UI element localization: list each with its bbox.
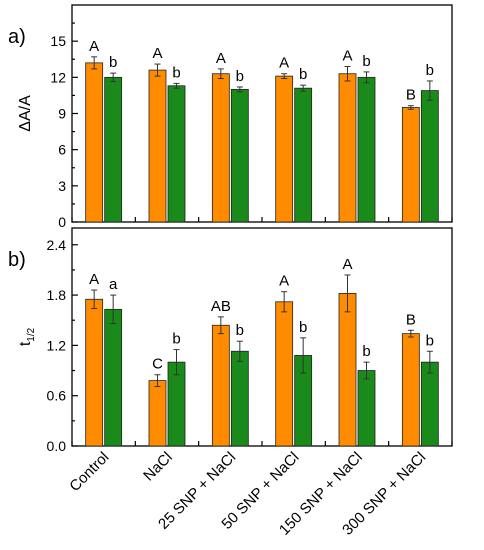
y-axis-label: ΔA/A xyxy=(17,95,34,132)
y-tick-label: 1.2 xyxy=(47,337,67,353)
significance-letter: A xyxy=(279,55,289,72)
bar xyxy=(85,62,104,223)
significance-letter: b xyxy=(172,331,180,348)
significance-letter: b xyxy=(426,62,434,79)
plot-frame xyxy=(71,4,453,223)
significance-letter: b xyxy=(172,64,180,81)
y-tick-label: 12 xyxy=(50,69,66,85)
bar xyxy=(85,298,104,447)
bar xyxy=(275,301,294,447)
panel-label: a) xyxy=(8,26,26,48)
bar xyxy=(230,88,249,223)
bar xyxy=(167,85,186,223)
bar xyxy=(211,324,230,447)
significance-letter: A xyxy=(216,50,226,67)
bar xyxy=(104,76,123,223)
y-axis-label: t1/2 xyxy=(17,327,37,346)
significance-letter: b xyxy=(236,68,244,85)
bar xyxy=(104,308,123,447)
significance-letter: C xyxy=(152,356,163,373)
y-tick-label: 9 xyxy=(58,106,66,122)
y-tick-label: 0 xyxy=(58,214,66,230)
bar xyxy=(420,90,439,223)
bar xyxy=(294,87,313,223)
y-tick-label: 3 xyxy=(58,178,66,194)
significance-letter: b xyxy=(299,66,307,83)
significance-letter: A xyxy=(342,256,352,273)
bar xyxy=(148,380,167,447)
category-label: NaCl xyxy=(140,449,176,485)
bar xyxy=(338,73,357,223)
bar xyxy=(211,73,230,223)
bar xyxy=(420,361,439,447)
y-tick-label: 6 xyxy=(58,142,66,158)
significance-letter: A xyxy=(89,271,99,288)
significance-letter: b xyxy=(109,54,117,71)
significance-letter: A xyxy=(89,38,99,55)
significance-letter: b xyxy=(236,322,244,339)
significance-letter: B xyxy=(406,87,416,104)
significance-letter: A xyxy=(342,47,352,64)
significance-letter: B xyxy=(406,311,416,328)
significance-letter: b xyxy=(299,319,307,336)
significance-letter: b xyxy=(362,343,370,360)
panel-a: 0 3 6 9 12 15 A A A A A Bb b b b b b a) ΔA/A xyxy=(8,4,453,230)
significance-letter: a xyxy=(109,276,118,293)
bar xyxy=(275,75,294,223)
significance-letter: AB xyxy=(211,298,231,315)
significance-letter: A xyxy=(152,45,162,62)
significance-letter: b xyxy=(426,332,434,349)
bar xyxy=(148,69,167,223)
bar xyxy=(357,370,376,447)
significance-letter: b xyxy=(362,53,370,70)
y-tick-label: 0.0 xyxy=(47,438,67,454)
y-axis-label-main: t xyxy=(17,341,34,346)
y-tick-label: 15 xyxy=(50,33,66,49)
bar xyxy=(401,333,420,447)
bar xyxy=(230,350,249,447)
bar xyxy=(338,292,357,447)
bar xyxy=(401,107,420,223)
significance-letter: A xyxy=(279,273,289,290)
plot-frame xyxy=(71,227,453,447)
y-tick-label: 2.4 xyxy=(47,237,67,253)
category-label: Control xyxy=(66,449,112,495)
y-tick-label: 0.6 xyxy=(47,388,67,404)
bar xyxy=(357,76,376,223)
y-axis-label-subscript: 1/2 xyxy=(26,327,37,341)
y-tick-label: 1.8 xyxy=(47,287,67,303)
panel-label: b) xyxy=(8,249,26,271)
y-axis-label-main: ΔA/A xyxy=(17,95,34,132)
